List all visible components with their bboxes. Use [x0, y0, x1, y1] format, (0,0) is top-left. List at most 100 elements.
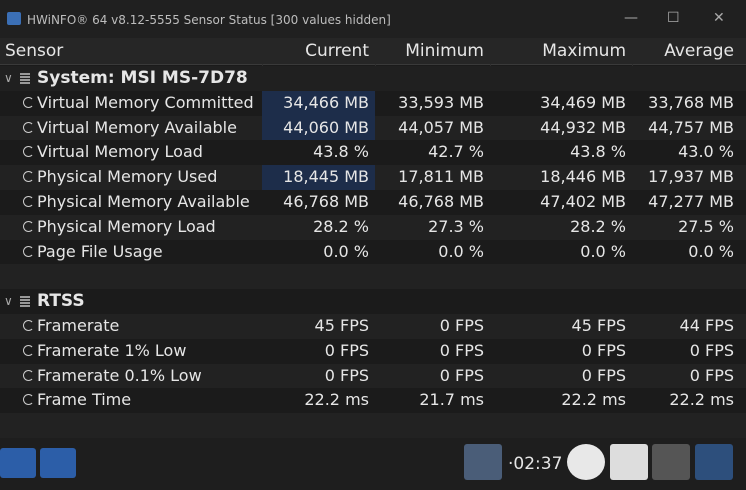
sensor-row: Physical Memory Load 28.2 % 27.3 % 28.2 % 27…: [0, 214, 746, 240]
sensor-row: Virtual Memory Committed 34,466 MB 33,593 …: [0, 90, 746, 116]
sensor-row: Frame Time 22.2 ms 21.7 ms 22.2 ms 22.2 ms: [0, 388, 746, 414]
clock-button[interactable]: [567, 444, 605, 480]
sensor-row: Physical Memory Available 46,768 MB 46,768…: [0, 190, 746, 215]
sensor-value: 44,932 MB: [540, 117, 626, 137]
sensor-row: Virtual Memory Load 43.8 % 42.7 % 43.8 % 43.…: [0, 140, 746, 166]
sensor-value: 44,060 MB: [262, 115, 375, 141]
sensor-value: 0 FPS: [581, 365, 626, 385]
sensor-row: Physical Memory Used 18,445 MB 17,811 MB 18…: [0, 165, 746, 190]
sensor-value: 0 FPS: [689, 340, 734, 360]
sensor-value: 17,811 MB: [398, 167, 484, 187]
network-button[interactable]: [464, 444, 502, 480]
clock-icon: [23, 344, 34, 356]
sensor-value: 34,469 MB: [540, 92, 626, 112]
column-title: Minimum: [405, 41, 484, 61]
sensor-value: 0.0 %: [688, 241, 734, 261]
sensor-value: 45 FPS: [571, 316, 626, 335]
sensor-value: 18,445 MB: [262, 165, 375, 190]
column-title: Average: [664, 41, 734, 61]
sensor-value: 28.2 %: [313, 216, 369, 236]
sensor-value: 44,057 MB: [398, 117, 484, 137]
sensor-value: 22.2 ms: [304, 390, 369, 410]
expand-button[interactable]: [0, 448, 36, 478]
collapse-button[interactable]: [40, 448, 76, 478]
sensor-label: Virtual Memory Committed: [37, 92, 254, 112]
sensor-row: Page File Usage 0.0 % 0.0 % 0.0 % 0.0 %: [0, 239, 746, 265]
group-name: RTSS: [37, 291, 85, 312]
sensor-value: 42.7 %: [428, 142, 484, 162]
sensor-value: 0 FPS: [439, 340, 484, 360]
clock-icon: [23, 245, 34, 257]
column-title: Sensor: [5, 41, 64, 61]
sensor-row: Virtual Memory Available 44,060 MB 44,057 …: [0, 115, 746, 141]
sensor-value: 0.0 %: [438, 241, 484, 261]
sensor-value: 17,937 MB: [648, 167, 734, 187]
sensor-label: Virtual Memory Load: [37, 142, 203, 162]
settings-button[interactable]: [652, 444, 690, 480]
clock-icon: [23, 320, 34, 331]
group-icon: [20, 73, 30, 84]
sensor-label: Page File Usage: [37, 241, 163, 261]
column-header: Sensor Current Minimum Maximum Average: [0, 38, 746, 65]
group-row: ∨ RTSS: [0, 289, 746, 314]
clock-icon: [23, 220, 34, 232]
close-sensors-button[interactable]: [695, 444, 733, 480]
sensor-value: 0 FPS: [439, 316, 484, 335]
app-icon: [7, 12, 21, 25]
sensor-value: 21.7 ms: [419, 390, 484, 410]
sensor-value: 33,768 MB: [648, 92, 734, 112]
group-row: ∨ System: MSI MS-7D78: [0, 66, 746, 91]
sensor-value: 28.2 %: [570, 216, 626, 236]
timer: ·02:37: [508, 454, 563, 474]
sensor-label: Physical Memory Available: [37, 192, 250, 211]
sensor-value: 0 FPS: [581, 340, 626, 360]
sensor-label: Framerate 0.1% Low: [37, 365, 202, 385]
clock-icon: [23, 369, 34, 381]
sensor-value: 0 FPS: [689, 365, 734, 385]
sensor-value: 46,768 MB: [398, 192, 484, 211]
sensor-value: 43.8 %: [313, 142, 369, 162]
sensor-value: 47,402 MB: [540, 192, 626, 211]
clock-icon: [23, 96, 34, 108]
sensor-value: 46,768 MB: [283, 192, 369, 211]
sensor-value: 22.2 ms: [669, 390, 734, 410]
log-button[interactable]: [610, 444, 648, 480]
sensor-value: 0.0 %: [580, 241, 626, 261]
empty-row: [0, 264, 746, 290]
group-name: System: MSI MS-7D78: [37, 68, 248, 88]
sensor-label: Virtual Memory Available: [37, 117, 237, 137]
sensor-value: 22.2 ms: [561, 390, 626, 410]
column-title: Current: [305, 41, 369, 61]
sensor-value: 44,757 MB: [648, 117, 734, 137]
sensor-value: 27.5 %: [678, 216, 734, 236]
sensor-label: Physical Memory Load: [37, 216, 216, 236]
sensor-row: Framerate 1% Low 0 FPS 0 FPS 0 FPS 0 FPS: [0, 338, 746, 364]
sensor-value: 45 FPS: [314, 316, 369, 335]
window-title: HWiNFO® 64 v8.12-5555 Sensor Status [300…: [27, 13, 391, 27]
group-icon: [20, 296, 30, 308]
sensor-row: Framerate 45 FPS 0 FPS 45 FPS 44 FPS: [0, 314, 746, 339]
sensor-label: Frame Time: [37, 390, 132, 410]
sensor-value: 44 FPS: [679, 316, 734, 335]
clock-icon: [23, 146, 34, 158]
sensor-value: 47,277 MB: [648, 192, 734, 211]
sensor-value: 43.0 %: [678, 142, 734, 162]
sensor-row: Framerate 0.1% Low 0 FPS 0 FPS 0 FPS 0 FPS: [0, 363, 746, 389]
empty-row: [0, 413, 746, 438]
clock-icon: [23, 121, 34, 133]
close-button[interactable]: ✕: [713, 10, 725, 26]
clock-icon: [23, 196, 34, 207]
sensor-value: 0.0 %: [323, 241, 369, 261]
sensor-value: 0 FPS: [324, 365, 369, 385]
sensor-label: Framerate 1% Low: [37, 340, 187, 360]
minimize-button[interactable]: —: [624, 10, 638, 26]
sensor-value: 0 FPS: [324, 340, 369, 360]
sensor-value: 18,446 MB: [540, 167, 626, 187]
title-bar: HWiNFO® 64 v8.12-5555 Sensor Status [300…: [0, 0, 746, 38]
expand-arrow: ∨: [4, 294, 13, 309]
sensor-value: 43.8 %: [570, 142, 626, 162]
sensor-label: Framerate: [37, 316, 120, 335]
clock-icon: [23, 394, 34, 406]
maximize-button[interactable]: ☐: [667, 10, 680, 26]
